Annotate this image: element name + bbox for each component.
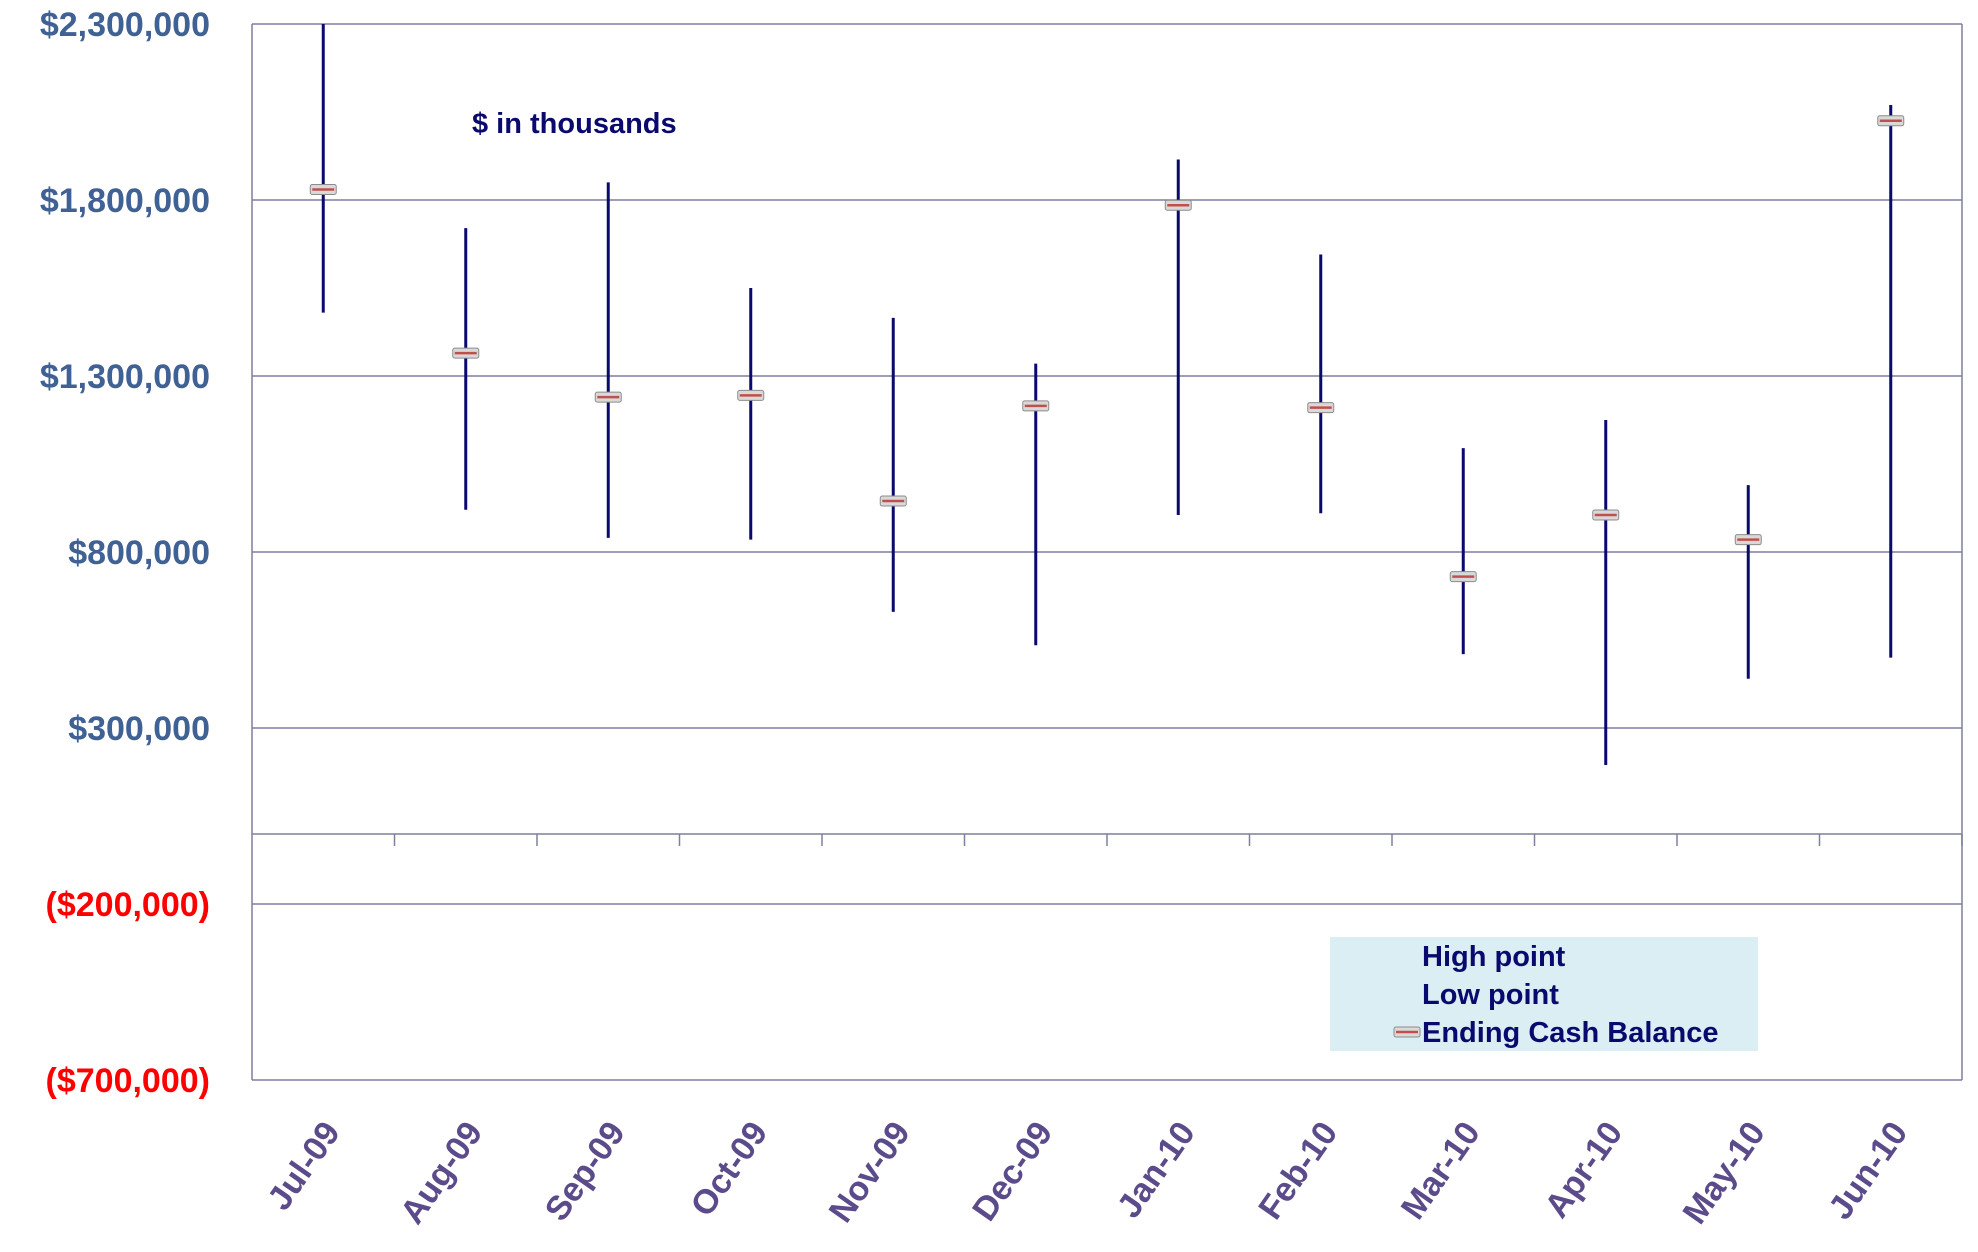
close-marker [1592, 509, 1620, 521]
x-tick-label: Aug-09 [393, 1115, 490, 1231]
close-marker [1164, 199, 1192, 211]
legend-label-high: High point [1422, 941, 1566, 973]
close-marker [1449, 571, 1477, 583]
legend: High point Low point Ending Cash Balance [1330, 937, 1758, 1051]
x-tick-label: May-10 [1676, 1115, 1773, 1231]
units-annotation: $ in thousands [472, 108, 677, 140]
close-marker [879, 495, 907, 507]
y-tick-label: $800,000 [68, 534, 210, 572]
x-tick-label: Dec-09 [965, 1115, 1060, 1228]
close-marker [1022, 400, 1050, 412]
y-tick-label: $1,800,000 [40, 182, 210, 220]
x-tick-label: Jun-10 [1821, 1115, 1915, 1227]
x-tick-label: Jan-10 [1110, 1115, 1203, 1225]
close-marker [309, 183, 337, 195]
y-tick-label: $2,300,000 [40, 6, 210, 44]
x-tick-label: Sep-09 [538, 1115, 633, 1228]
y-tick-label: $300,000 [68, 710, 210, 748]
y-axis-tick-labels: ($700,000) ($200,000) $300,000 $800,000 $1,3… [40, 6, 210, 1100]
x-axis-tick-labels: Jul-09 Aug-09 Sep-09 Oct-09 Nov-09 Dec-09 Jan-… [260, 1115, 1915, 1231]
close-marker-legend-icon [1393, 1026, 1421, 1038]
x-tick-label: Nov-09 [822, 1115, 918, 1230]
close-marker [1734, 534, 1762, 546]
close-marker [1393, 1026, 1421, 1038]
close-marker [737, 389, 765, 401]
close-marker [452, 347, 480, 359]
close-marker [1877, 115, 1905, 127]
axes [251, 24, 1963, 1080]
y-tick-label: $1,300,000 [40, 358, 210, 396]
y-tick-label: ($700,000) [46, 1062, 210, 1100]
legend-label-close: Ending Cash Balance [1422, 1017, 1719, 1049]
gridlines [252, 23, 1962, 1081]
x-tick-label: Oct-09 [683, 1115, 775, 1223]
x-tick-label: Jul-09 [260, 1115, 347, 1217]
y-tick-label: ($200,000) [46, 886, 210, 924]
x-tick-label: Feb-10 [1251, 1115, 1345, 1227]
close-marker [594, 391, 622, 403]
x-tick-label: Mar-10 [1394, 1115, 1488, 1227]
legend-label-low: Low point [1422, 979, 1559, 1011]
close-marker [1307, 402, 1335, 414]
x-tick-label: Apr-10 [1537, 1115, 1630, 1225]
data-marks [309, 24, 1905, 765]
